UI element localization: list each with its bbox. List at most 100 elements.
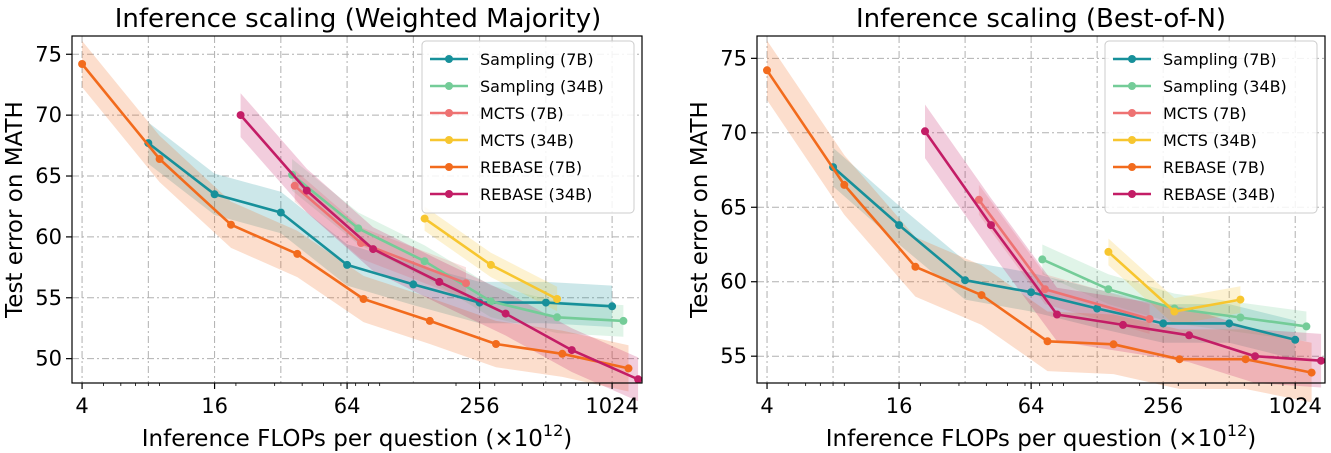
data-point: [302, 186, 311, 195]
x-axis-label: Inference FLOPs per question (×1012): [826, 421, 1257, 452]
data-point: [1291, 335, 1300, 344]
x-tick-label: 1024: [1268, 394, 1321, 418]
data-point: [1043, 337, 1052, 346]
y-tick-label: 60: [35, 225, 62, 249]
legend-marker: [445, 163, 453, 171]
data-point: [420, 257, 429, 266]
legend-label: Sampling (34B): [480, 77, 604, 96]
legend-marker: [1128, 190, 1136, 198]
series-band: [424, 206, 558, 312]
x-axis-label: Inference FLOPs per question (×1012): [142, 421, 573, 452]
legend-label: Sampling (7B): [1163, 50, 1277, 69]
data-point: [974, 195, 983, 204]
data-point: [553, 313, 562, 322]
x-tick-label: 64: [334, 394, 361, 418]
x-axis-label-main: Inference FLOPs per question (×10: [142, 426, 543, 452]
x-axis-label-close: ): [1247, 426, 1256, 452]
data-point: [435, 277, 444, 286]
series-band: [833, 147, 1296, 360]
data-point: [409, 280, 418, 289]
x-tick-label: 256: [460, 394, 500, 418]
y-tick-label: 55: [35, 286, 62, 310]
y-axis-label: Test error on MATH: [687, 101, 713, 319]
x-tick-label: 16: [201, 394, 228, 418]
legend-box: [1104, 40, 1318, 214]
data-point: [634, 375, 643, 384]
data-point: [1185, 331, 1194, 340]
data-point: [1145, 315, 1154, 323]
legend-marker: [445, 190, 453, 198]
data-point: [921, 127, 929, 136]
legend-marker: [1128, 109, 1136, 117]
data-point: [1119, 320, 1127, 329]
data-point: [1093, 304, 1102, 313]
y-tick-label: 75: [35, 42, 62, 66]
data-point: [290, 181, 299, 190]
series-band: [978, 184, 1150, 334]
data-point: [210, 190, 219, 199]
data-point: [763, 66, 771, 75]
y-tick-label: 55: [720, 344, 747, 368]
y-tick-label: 60: [720, 270, 747, 294]
data-point: [895, 221, 904, 230]
legend-label: REBASE (7B): [1163, 158, 1265, 177]
x-tick-label: 4: [760, 394, 773, 418]
legend-label: MCTS (34B): [480, 131, 574, 150]
data-point: [1236, 313, 1245, 322]
data-point: [293, 249, 302, 258]
data-point: [1241, 355, 1250, 364]
legend: Sampling (7B) Sampling (34B) MCTS (7B) MCTS…: [421, 40, 635, 214]
data-point: [1159, 319, 1168, 328]
legend-marker: [1128, 55, 1136, 63]
data-point: [78, 60, 87, 68]
data-point: [987, 221, 995, 230]
data-point: [961, 276, 970, 285]
series-band: [1108, 238, 1241, 325]
data-point: [486, 297, 495, 306]
series-band: [240, 93, 639, 402]
data-point: [343, 260, 352, 269]
data-point: [486, 260, 495, 269]
data-point: [155, 155, 164, 163]
legend-marker: [1128, 82, 1136, 90]
x-tick-label: 16: [886, 394, 913, 418]
data-point: [227, 220, 235, 229]
legend-label: Sampling (7B): [480, 50, 594, 69]
data-point: [420, 214, 429, 223]
x-axis-label-exponent: 12: [543, 421, 563, 440]
y-tick-label: 50: [35, 347, 62, 371]
data-point: [619, 316, 628, 325]
data-point: [1038, 255, 1047, 264]
chart-weighted-majority: 4 16 64 256 1024 50 55 60 65 70 75 Inference scalin…: [2, 4, 643, 452]
data-point: [1109, 340, 1118, 349]
series-line: [147, 142, 613, 308]
legend-box: [421, 40, 635, 214]
data-point: [1027, 288, 1036, 297]
x-tick-label: 256: [1143, 394, 1183, 418]
data-point: [1302, 322, 1311, 331]
data-point: [276, 208, 285, 217]
data-point: [1104, 247, 1113, 256]
legend-marker: [445, 82, 453, 90]
chart-best-of-n: 4 16 64 256 1024 55 60 65 70 75 Inference scaling …: [687, 4, 1326, 452]
data-point: [1041, 285, 1049, 294]
data-point: [558, 349, 567, 358]
x-tick-label: 4: [75, 394, 88, 418]
data-point: [492, 340, 500, 348]
y-tick-label: 65: [35, 164, 62, 188]
plot-area: [756, 35, 1326, 384]
y-tick-label: 75: [720, 46, 747, 70]
data-point: [501, 309, 510, 318]
series-band: [148, 122, 613, 328]
data-point: [608, 302, 617, 311]
legend-label: REBASE (34B): [1163, 185, 1275, 204]
x-tick-label: 1024: [585, 394, 638, 418]
legend: Sampling (7B) Sampling (34B) MCTS (7B) MCTS…: [1104, 40, 1318, 214]
series-line: [832, 166, 1296, 342]
legend-label: MCTS (7B): [1163, 104, 1247, 123]
plot-area: [71, 35, 643, 384]
data-point: [1104, 285, 1113, 294]
data-point: [1170, 307, 1179, 316]
y-tick-label: 65: [720, 195, 747, 219]
legend-label: Sampling (34B): [1163, 77, 1287, 96]
